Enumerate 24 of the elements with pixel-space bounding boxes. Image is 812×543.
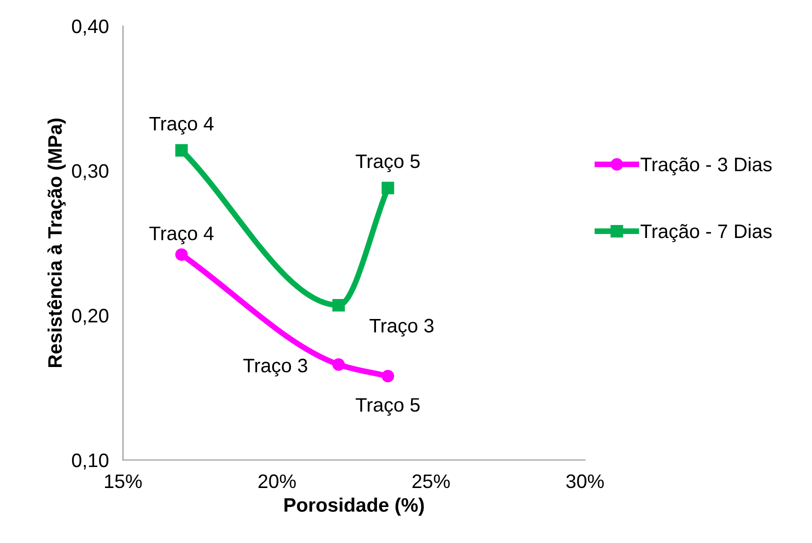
annotation: Traço 5: [356, 398, 420, 416]
x-tick-label: 30%: [566, 474, 604, 488]
x-tick-label: 15%: [105, 474, 142, 488]
x-axis-title: Porosidade (%): [284, 498, 424, 516]
annotation: Traço 5: [356, 154, 420, 172]
y-tick-label: 0,10: [72, 453, 108, 470]
annotation: Traço 3: [243, 358, 308, 376]
y-axis-title: Resistência à Tração (MPa): [47, 118, 66, 368]
y-tick-label: 0,40: [72, 19, 108, 36]
annotation: Traço 3: [370, 318, 434, 336]
point: [382, 370, 394, 382]
point: [175, 144, 188, 157]
x-tick-label: 25%: [412, 474, 450, 488]
legend-label: Tração - 3 Dias: [640, 157, 772, 176]
point: [332, 298, 345, 312]
point: [332, 358, 345, 371]
point: [382, 182, 394, 194]
y-tick-label: 0,20: [72, 308, 108, 325]
point: [175, 248, 188, 261]
annotation: Traço 4: [149, 116, 214, 134]
x-tick-label: 20%: [258, 474, 296, 488]
y-tick-label: 0,30: [72, 164, 108, 180]
annotation: Traço 4: [149, 226, 214, 244]
legend-label: Tração - 7 Dias: [640, 224, 772, 242]
